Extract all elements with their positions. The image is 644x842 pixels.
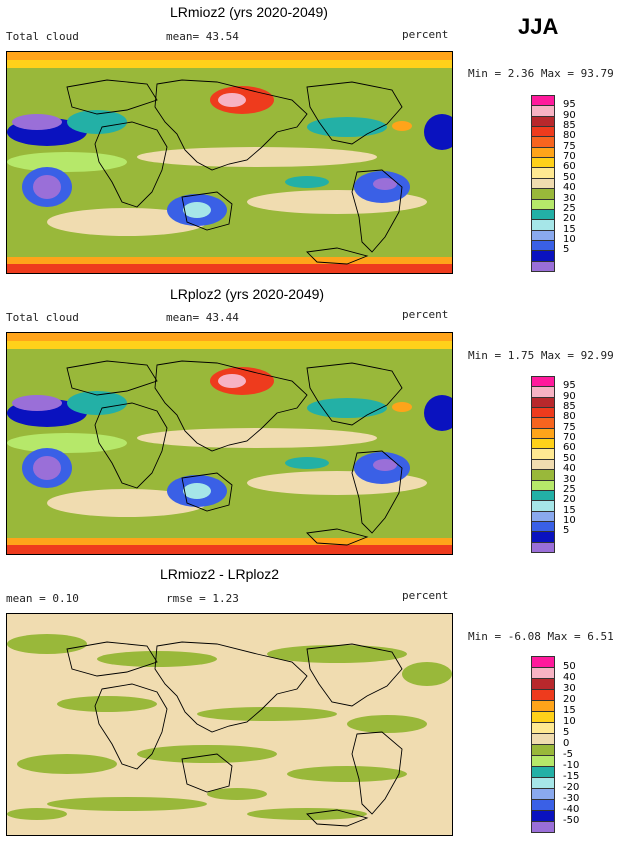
colorbar-label: -10: [563, 760, 580, 771]
colorbar-label: 5: [563, 244, 570, 256]
panel-1-colorbar: 95 90 85 80 75 70 60 50 40 30 25 20 15 10 5: [531, 95, 585, 272]
colorbar-label: 20: [563, 213, 576, 225]
colorbar-label: 10: [563, 716, 576, 727]
colorbar-swatch: [531, 260, 555, 272]
colorbar-label: 5: [563, 525, 570, 537]
panel-1-title: LRmioz2 (yrs 2020-2049): [170, 4, 328, 20]
colorbar-label: 90: [563, 390, 576, 402]
colorbar-label: 15: [563, 223, 576, 235]
panel-3-map: [6, 613, 453, 836]
colorbar-label: 85: [563, 401, 576, 413]
colorbar-swatch: [531, 541, 555, 553]
panel-2-units: percent: [402, 308, 449, 321]
colorbar-label: 25: [563, 202, 576, 214]
colorbar-label: 10: [563, 514, 576, 526]
colorbar-label: 30: [563, 683, 576, 694]
colorbar-label: -5: [563, 749, 573, 760]
colorbar-label: 50: [563, 171, 576, 183]
colorbar-label: 5: [563, 727, 570, 738]
colorbar-label: 75: [563, 421, 576, 433]
colorbar-label: 0: [563, 738, 570, 749]
panel-3-title: LRmioz2 - LRploz2: [160, 566, 280, 582]
panel-3-mean: mean = 0.10: [6, 592, 79, 605]
colorbar-label: 50: [563, 452, 576, 464]
panel-3-colorbar: 50 40 30 20 15 10 5 0 -5 -10 -15 -20 -30 -40 -50: [531, 656, 585, 833]
colorbar-label: 40: [563, 672, 576, 683]
colorbar-label: 90: [563, 109, 576, 121]
colorbar-label: 20: [563, 494, 576, 506]
panel-1-minmax: Min = 2.36 Max = 93.79: [468, 67, 614, 80]
colorbar-label: 75: [563, 140, 576, 152]
colorbar-label: -50: [563, 815, 580, 826]
colorbar-label: 70: [563, 151, 576, 163]
colorbar-label: 30: [563, 192, 576, 204]
panel-2-mean: mean= 43.44: [166, 311, 239, 324]
colorbar-label: 15: [563, 705, 576, 716]
panel-3-minmax: Min = -6.08 Max = 6.51: [468, 630, 614, 643]
colorbar-label: 60: [563, 442, 576, 454]
panel-1-units: percent: [402, 28, 449, 41]
colorbar-label: 10: [563, 233, 576, 245]
colorbar-label: 50: [563, 661, 576, 672]
panel-2-minmax: Min = 1.75 Max = 92.99: [468, 349, 614, 362]
panel-3-rmse: rmse = 1.23: [166, 592, 239, 605]
colorbar-label: 60: [563, 161, 576, 173]
colorbar-label: -40: [563, 804, 580, 815]
colorbar-label: 40: [563, 463, 576, 475]
colorbar-label: 30: [563, 473, 576, 485]
colorbar-swatch: [531, 821, 555, 833]
panel-3-units: percent: [402, 589, 449, 602]
panel-1-map: [6, 51, 453, 274]
colorbar-label: -20: [563, 782, 580, 793]
colorbar-label: 80: [563, 411, 576, 423]
colorbar-label: -30: [563, 793, 580, 804]
season-label: JJA: [518, 14, 559, 39]
colorbar-label: 80: [563, 130, 576, 142]
panel-2-colorbar: 95 90 85 80 75 70 60 50 40 30 25 20 15 10 5: [531, 376, 585, 553]
colorbar-label: 15: [563, 504, 576, 516]
panel-2-left-label: Total cloud: [6, 311, 79, 324]
panel-1-left-label: Total cloud: [6, 30, 79, 43]
colorbar-label: 20: [563, 694, 576, 705]
colorbar-label: -15: [563, 771, 580, 782]
colorbar-label: 95: [563, 99, 576, 111]
colorbar-label: 70: [563, 432, 576, 444]
colorbar-label: 85: [563, 120, 576, 132]
colorbar-label: 25: [563, 483, 576, 495]
panel-1-mean: mean= 43.54: [166, 30, 239, 43]
panel-2-title: LRploz2 (yrs 2020-2049): [170, 286, 325, 302]
panel-2-map: [6, 332, 453, 555]
colorbar-label: 40: [563, 182, 576, 194]
colorbar-label: 95: [563, 380, 576, 392]
